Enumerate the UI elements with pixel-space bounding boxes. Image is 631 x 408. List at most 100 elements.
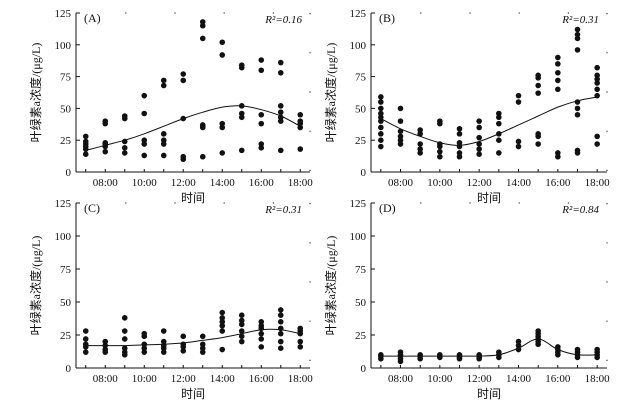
data-point [238,317,245,324]
data-point [238,321,245,328]
y-tick-label: 0 [361,167,367,179]
data-point [397,118,404,124]
data-point [238,328,245,334]
data-point [238,312,245,319]
y-tick-label: 125 [350,198,367,210]
y-axis-title: 叶绿素a浓度/(μg/L) [323,43,338,143]
data-point [277,345,284,352]
data-point [574,26,581,33]
trend-line [380,96,598,146]
y-tick-label: 50 [355,103,367,115]
data-point [277,147,284,154]
y-tick-label: 25 [60,135,72,147]
data-point [82,336,89,342]
data-point [515,338,522,345]
data-point [476,151,482,157]
y-tick-label: 75 [60,264,72,276]
data-point [199,341,206,348]
data-point [515,138,522,145]
data-point [258,120,265,127]
data-point [82,341,89,348]
data-point [160,349,167,355]
x-tick-label: 10:00 [132,373,158,385]
panel-a: 0 25 50 75 100 125 08:00 10:00 12:00 14:00 16:00 18… [28,8,313,205]
data-point [555,69,561,76]
x-tick-label: 18:00 [288,177,314,189]
data-point [219,315,226,321]
data-point [437,141,443,147]
data-point [258,141,265,147]
x-tick-label: 08:00 [93,373,119,385]
data-point [219,52,226,58]
data-point [277,69,284,76]
data-point [594,133,600,140]
data-point [456,139,463,146]
data-point [258,336,265,342]
panel-b: 0 25 50 75 100 125 08:00 10:00 12:00 14:00 16:00 18… [323,8,610,205]
data-point [160,328,167,334]
y-tick-label: 0 [66,363,72,375]
data-point [180,153,187,160]
data-point [574,111,581,118]
y-tick-label: 100 [55,40,72,52]
x-axis-title: 时间 [181,387,205,401]
data-point [102,118,109,124]
data-point [515,92,522,99]
y-tick-label: 25 [60,330,72,342]
data-point [102,148,109,155]
data-point [437,352,443,358]
data-point [82,328,89,334]
data-point [535,141,541,147]
data-point [121,138,128,145]
data-point [437,153,443,160]
data-point [219,309,226,316]
x-tick-label: 16:00 [249,373,275,385]
data-point [456,131,463,137]
data-point [199,153,206,160]
y-tick-label: 125 [55,198,72,210]
r-squared-label: R²=0.31 [561,14,599,26]
data-point [121,315,128,321]
x-tick-label: 18:00 [585,373,611,385]
data-point [102,342,109,349]
data-point [258,319,265,325]
data-point [496,120,502,127]
data-point [199,35,206,42]
data-point [594,86,600,93]
data-point [277,59,284,66]
data-point [199,349,206,355]
data-point [476,134,482,141]
x-tick-label: 18:00 [288,373,314,385]
data-point [102,338,109,345]
data-point [476,146,482,152]
data-point [574,47,581,53]
data-point [121,349,128,355]
data-point [397,349,404,355]
x-tick-label: 10:00 [427,373,453,385]
data-point [277,312,284,319]
data-point [476,124,482,131]
x-axis-title: 时间 [181,191,205,205]
x-tick-label: 10:00 [132,177,158,189]
panel-label: (A) [84,11,101,25]
data-point [121,336,128,342]
panel-label: (D) [379,201,396,215]
x-tick-label: 18:00 [585,177,611,189]
x-tick-label: 16:00 [545,373,571,385]
data-point [476,118,482,124]
data-point [219,328,226,334]
data-point [437,118,443,124]
panel-d: 0 25 50 75 100 125 08:00 10:00 12:00 14:00 16:00 18… [323,198,610,401]
data-point [574,346,581,353]
data-point [378,131,384,137]
data-point [121,145,128,151]
x-axis-title: 时间 [477,387,501,401]
data-point [199,19,206,25]
x-tick-label: 12:00 [467,177,493,189]
data-point [160,131,167,137]
data-point [258,330,265,337]
data-point [82,138,89,145]
y-tick-label: 50 [355,297,367,309]
data-point [238,103,245,109]
data-point [535,328,541,334]
